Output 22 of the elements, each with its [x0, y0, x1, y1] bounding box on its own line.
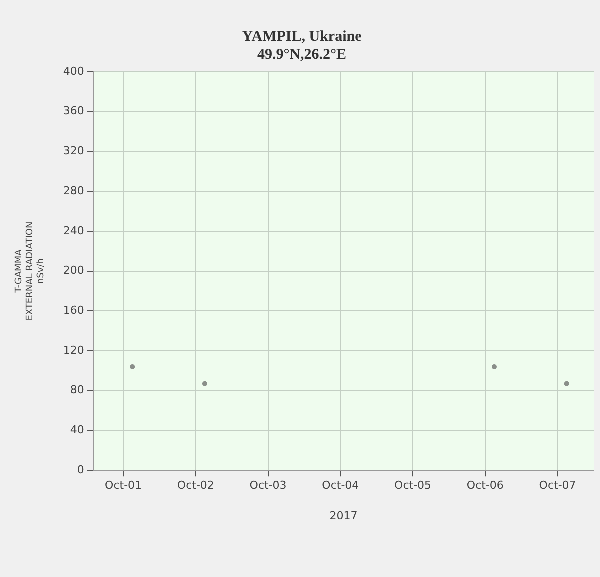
y-tick-label: 0 [77, 463, 84, 476]
x-tick-label: Oct-01 [105, 479, 142, 492]
y-tick-label: 280 [63, 184, 84, 198]
x-tick-label: Oct-06 [466, 479, 504, 492]
x-tick-label: Oct-02 [177, 479, 214, 492]
x-tick-label: Oct-04 [322, 479, 360, 492]
y-tick-label: 120 [63, 344, 84, 357]
x-tick-label: Oct-07 [539, 479, 576, 492]
y-tick-label: 400 [63, 64, 84, 78]
y-tick-label: 360 [63, 104, 84, 118]
x-tick-label: Oct-03 [250, 479, 287, 492]
y-tick-label: 80 [70, 384, 84, 397]
x-axis-title: 2017 [330, 509, 358, 522]
y-tick-label: 200 [63, 264, 84, 278]
y-tick-label: 40 [70, 424, 84, 437]
chart-subtitle: 49.9°N,26.2°E [257, 46, 347, 63]
chart-title: YAMPIL, Ukraine [242, 28, 362, 45]
y-tick-label: 320 [63, 144, 84, 158]
y-tick-label: 240 [63, 224, 84, 238]
y-tick-label: 160 [63, 304, 84, 318]
x-tick-label: Oct-05 [394, 479, 432, 492]
y-axis-title: T-GAMMA EXTERNAL RADIATION nSv/h [14, 222, 46, 321]
